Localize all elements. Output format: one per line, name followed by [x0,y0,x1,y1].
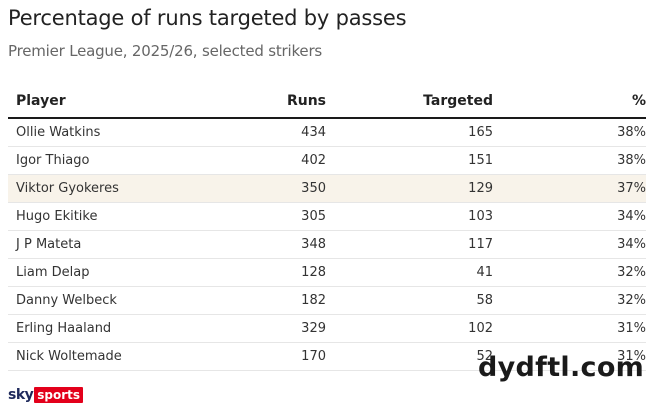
cell-percent: 34% [617,237,646,252]
cell-player: Liam Delap [16,265,90,280]
table-row: Erling Haaland 329 102 31% [8,315,646,343]
table-row: Hugo Ekitike 305 103 34% [8,203,646,231]
table-body: Ollie Watkins 434 165 38% Igor Thiago 402 151 3… [8,119,646,371]
cell-percent: 38% [617,125,646,140]
cell-percent: 31% [617,321,646,336]
column-header-percent: % [631,92,646,109]
cell-runs: 182 [301,293,326,308]
column-header-runs: Runs [286,92,326,109]
cell-targeted: 102 [468,321,493,336]
watermark-text: dydftl.com [478,352,645,383]
chart-subtitle: Premier League, 2025/26, selected strike… [8,42,323,60]
cell-player: Ollie Watkins [16,125,101,140]
table-row: Nick Woltemade 170 52 31% [8,343,646,371]
cell-targeted: 129 [468,181,493,196]
table-row: J P Mateta 348 117 34% [8,231,646,259]
cell-player: Erling Haaland [16,321,112,336]
cell-percent: 34% [617,209,646,224]
cell-player: Viktor Gyokeres [16,181,119,196]
cell-targeted: 58 [476,293,493,308]
cell-runs: 128 [301,265,326,280]
cell-targeted: 165 [468,125,493,140]
cell-player: J P Mateta [16,237,82,252]
logo-sports-text: sports [34,387,84,403]
cell-targeted: 117 [468,237,493,252]
table-header: Player Runs Targeted % [8,84,646,119]
cell-runs: 350 [301,181,326,196]
cell-targeted: 151 [468,153,493,168]
cell-player: Nick Woltemade [16,349,122,364]
cell-runs: 402 [301,153,326,168]
table-row: Liam Delap 128 41 32% [8,259,646,287]
column-header-targeted: Targeted [423,92,493,109]
data-table: Player Runs Targeted % Ollie Watkins 434 1… [8,84,646,371]
cell-player: Danny Welbeck [16,293,117,308]
table-row: Igor Thiago 402 151 38% [8,147,646,175]
cell-player: Igor Thiago [16,153,90,168]
cell-percent: 32% [617,293,646,308]
cell-runs: 348 [301,237,326,252]
cell-targeted: 52 [476,349,493,364]
logo-sky-text: sky [8,387,34,403]
table-row: Danny Welbeck 182 58 32% [8,287,646,315]
table-row: Viktor Gyokeres 350 129 37% [8,175,646,203]
cell-percent: 37% [617,181,646,196]
cell-targeted: 41 [476,265,493,280]
cell-runs: 170 [301,349,326,364]
column-header-player: Player [16,92,66,109]
cell-percent: 31% [617,349,646,364]
cell-percent: 38% [617,153,646,168]
chart-title: Percentage of runs targeted by passes [8,6,407,30]
cell-player: Hugo Ekitike [16,209,98,224]
cell-runs: 329 [301,321,326,336]
cell-runs: 434 [301,125,326,140]
cell-runs: 305 [301,209,326,224]
cell-percent: 32% [617,265,646,280]
cell-targeted: 103 [468,209,493,224]
table-row: Ollie Watkins 434 165 38% [8,119,646,147]
sky-sports-logo: sky sports [8,386,84,404]
